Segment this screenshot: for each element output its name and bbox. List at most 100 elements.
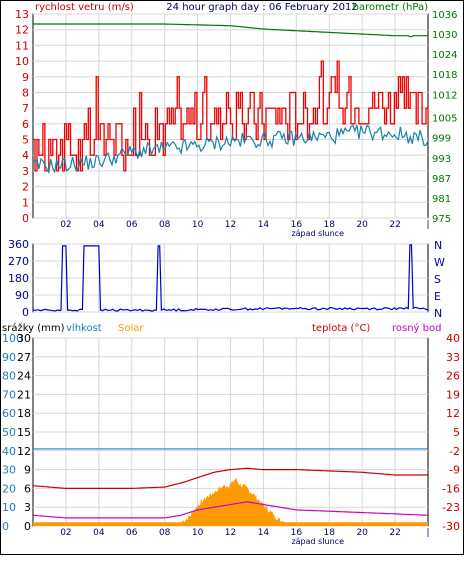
temp-tick-label: 33 bbox=[446, 351, 460, 364]
wind-tick-label: 9 bbox=[22, 71, 29, 84]
baro-tick-label: 1012 bbox=[432, 90, 457, 101]
sunset-label: západ slunce bbox=[291, 229, 344, 238]
precip-tick-label: 9 bbox=[24, 464, 31, 477]
humidity-tick-label: 20 bbox=[2, 482, 16, 495]
wind-tick-label: 5 bbox=[22, 134, 29, 147]
wind-gust-series bbox=[33, 60, 429, 172]
wind-tick-label: 13 bbox=[15, 8, 29, 21]
x-tick-label: 06 bbox=[126, 220, 138, 230]
humidity-tick-label: 50 bbox=[2, 426, 16, 439]
baro-tick-label: 999 bbox=[432, 134, 451, 145]
x-tick-label: 22 bbox=[389, 528, 400, 538]
wind-direction-series bbox=[32, 244, 429, 312]
x-tick-label: 20 bbox=[356, 220, 368, 230]
precip-tick-label: 0 bbox=[24, 520, 31, 533]
direction-tick-label: 360 bbox=[8, 238, 29, 251]
x-tick-label: 04 bbox=[93, 528, 105, 538]
temp-tick-label: 5 bbox=[453, 426, 460, 439]
baro-tick-label: 1030 bbox=[432, 30, 457, 41]
humidity-tick-label: 10 bbox=[2, 501, 16, 514]
humidity-tick-label: 80 bbox=[2, 370, 16, 383]
humidity-tick-label: 70 bbox=[2, 388, 16, 401]
temperature-line bbox=[32, 467, 428, 489]
x-tick-label: 08 bbox=[159, 528, 171, 538]
direction-tick-label: 90 bbox=[15, 289, 29, 302]
direction-tick-label: 0 bbox=[22, 306, 29, 319]
x-tick-label: 14 bbox=[258, 528, 270, 538]
baro-tick-label: 975 bbox=[432, 214, 451, 225]
baro-tick-label: 981 bbox=[432, 194, 451, 205]
baro-tick-label: 1005 bbox=[432, 114, 457, 125]
barometer-line bbox=[33, 23, 428, 38]
precip-tick-label: 3 bbox=[24, 501, 31, 514]
compass-label: W bbox=[434, 256, 445, 269]
temp-tick-label: -2 bbox=[449, 445, 460, 458]
wind-tick-label: 0 bbox=[22, 212, 29, 225]
dewpoint-line bbox=[32, 501, 429, 519]
x-tick-label: 02 bbox=[60, 528, 71, 538]
compass-label: S bbox=[434, 273, 441, 286]
temp-tick-label: -30 bbox=[442, 520, 460, 533]
precip-tick-label: 18 bbox=[17, 407, 31, 420]
chart-title: 24 hour graph day : 06 February 2012 bbox=[166, 2, 357, 13]
x-tick-label: 16 bbox=[291, 528, 303, 538]
compass-label: N bbox=[434, 307, 442, 320]
precip-tick-label: 6 bbox=[24, 482, 31, 495]
dewpoint-axis-title: rosný bod bbox=[392, 322, 441, 334]
temp-tick-label: -9 bbox=[449, 464, 460, 477]
wind-tick-label: 10 bbox=[15, 55, 29, 68]
wind-axis-title: rychlost vetru (m/s) bbox=[35, 2, 134, 13]
x-tick-label: 12 bbox=[225, 220, 236, 230]
humidity-tick-label: 30 bbox=[2, 464, 16, 477]
humidity-tick-label: 90 bbox=[2, 351, 16, 364]
x-tick-label: 02 bbox=[60, 220, 71, 230]
wind-tick-label: 1 bbox=[22, 196, 29, 209]
baro-tick-label: 1036 bbox=[432, 10, 457, 21]
wind-tick-label: 12 bbox=[15, 24, 29, 37]
precip-tick-label: 12 bbox=[17, 445, 31, 458]
compass-label: N bbox=[434, 239, 442, 252]
x-tick-label: 22 bbox=[389, 220, 400, 230]
humidity-tick-label: 40 bbox=[2, 445, 16, 458]
x-tick-label: 08 bbox=[159, 220, 171, 230]
x-tick-label: 18 bbox=[324, 528, 336, 538]
wind-tick-label: 6 bbox=[22, 118, 29, 131]
precip-tick-label: 15 bbox=[17, 426, 31, 439]
x-tick-end: | bbox=[426, 528, 429, 538]
baro-tick-label: 987 bbox=[432, 174, 451, 185]
humidity-tick-label: 60 bbox=[2, 407, 16, 420]
x-tick-label: 10 bbox=[192, 528, 204, 538]
humidity-axis-title: vlhkost bbox=[66, 323, 102, 334]
wind-tick-label: 7 bbox=[22, 102, 29, 115]
precip-axis-title: srážky (mm) bbox=[2, 322, 65, 334]
baro-tick-label: 1018 bbox=[432, 70, 457, 81]
x-tick-label: 18 bbox=[324, 220, 336, 230]
precip-tick-label: 27 bbox=[17, 351, 31, 364]
x-tick-label: 14 bbox=[258, 220, 270, 230]
wind-tick-label: 2 bbox=[22, 181, 29, 194]
x-tick-label: 10 bbox=[192, 220, 204, 230]
humidity-tick-label: 100 bbox=[2, 332, 23, 345]
x-tick-label: 06 bbox=[126, 528, 138, 538]
barometer-axis-title: barometr (hPa) bbox=[353, 2, 429, 13]
precip-tick-label: 24 bbox=[17, 370, 31, 383]
humidity-tick-label: 0 bbox=[2, 520, 9, 533]
temp-tick-label: 19 bbox=[446, 388, 460, 401]
wind-tick-label: 8 bbox=[22, 86, 29, 99]
temp-tick-label: -16 bbox=[442, 482, 460, 495]
precip-tick-label: 21 bbox=[17, 388, 31, 401]
wind-tick-label: 4 bbox=[22, 149, 29, 162]
wind-tick-label: 11 bbox=[15, 39, 29, 52]
x-tick-label: 04 bbox=[93, 220, 105, 230]
baro-tick-label: 993 bbox=[432, 154, 451, 165]
solar-axis-title: Solar bbox=[118, 323, 144, 334]
sunset-label: západ slunce bbox=[291, 537, 344, 546]
solar-area bbox=[33, 478, 428, 526]
wind-tick-label: 3 bbox=[22, 165, 29, 178]
baro-tick-label: 1024 bbox=[432, 50, 457, 61]
x-tick-label: 20 bbox=[356, 528, 368, 538]
wind-average-series bbox=[32, 124, 429, 175]
x-tick-label: 12 bbox=[225, 528, 236, 538]
temp-tick-label: -23 bbox=[442, 501, 460, 514]
x-tick-label: 16 bbox=[291, 220, 303, 230]
